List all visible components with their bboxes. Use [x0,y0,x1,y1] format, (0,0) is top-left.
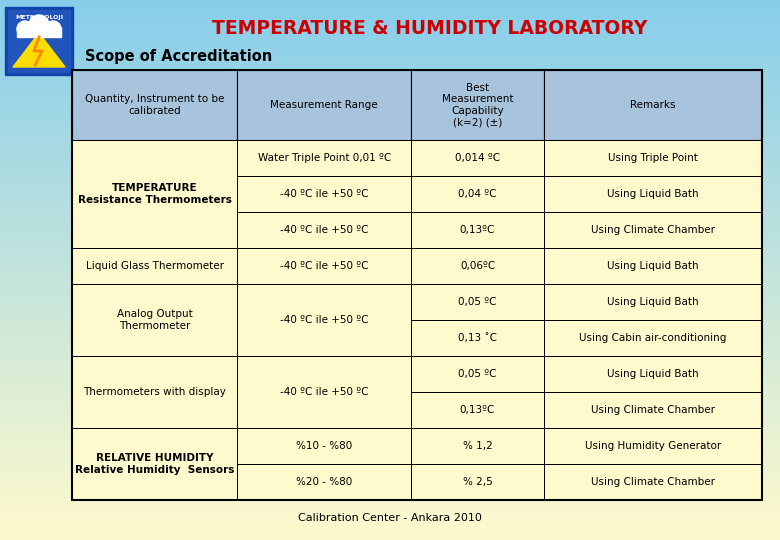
Bar [411,464,544,500]
Text: METEOROLOJI: METEOROLOJI [15,15,63,20]
Bar [237,248,411,284]
Bar [72,140,237,248]
Text: 0,04 ºC: 0,04 ºC [459,189,497,199]
Circle shape [45,21,61,37]
Text: -40 ºC ile +50 ºC: -40 ºC ile +50 ºC [280,261,368,271]
Bar [411,176,544,212]
Bar [237,428,411,464]
Bar [72,284,237,356]
Text: Using Humidity Generator: Using Humidity Generator [585,441,722,451]
Text: Using Triple Point: Using Triple Point [608,153,698,163]
Text: Thermometers with display: Thermometers with display [83,387,226,397]
Text: Remarks: Remarks [630,100,675,110]
Text: % 1,2: % 1,2 [463,441,492,451]
Bar [237,176,411,212]
Text: 0,05 ºC: 0,05 ºC [459,297,497,307]
Text: Scope of Accreditation: Scope of Accreditation [85,49,272,64]
Text: %10 - %80: %10 - %80 [296,441,353,451]
Bar [544,428,762,464]
Text: -40 ºC ile +50 ºC: -40 ºC ile +50 ºC [280,189,368,199]
Text: -40 ºC ile +50 ºC: -40 ºC ile +50 ºC [280,315,368,325]
Text: % 2,5: % 2,5 [463,477,492,487]
Text: Using Cabin air-conditioning: Using Cabin air-conditioning [580,333,727,343]
Text: TEMPERATURE & HUMIDITY LABORATORY: TEMPERATURE & HUMIDITY LABORATORY [212,18,647,37]
Bar [544,248,762,284]
Bar [411,320,544,356]
Text: Measurement Range: Measurement Range [271,100,378,110]
Text: RELATIVE HUMIDITY
Relative Humidity  Sensors: RELATIVE HUMIDITY Relative Humidity Sens… [75,453,235,475]
Bar [411,212,544,248]
Bar [544,212,762,248]
Text: 0,06ºC: 0,06ºC [460,261,495,271]
Text: Using Climate Chamber: Using Climate Chamber [591,225,715,235]
Text: Quantity, Instrument to be
calibrated: Quantity, Instrument to be calibrated [85,94,225,116]
Bar [237,284,411,356]
Bar [237,70,411,140]
Text: Using Liquid Bath: Using Liquid Bath [608,261,699,271]
Bar [411,428,544,464]
Bar [237,212,411,248]
Bar [544,176,762,212]
Text: Analog Output
Thermometer: Analog Output Thermometer [117,309,193,331]
Bar [411,70,544,140]
Bar [411,284,544,320]
Text: 0,13ºC: 0,13ºC [460,225,495,235]
Bar [411,140,544,176]
Text: TEMPERATURE
Resistance Thermometers: TEMPERATURE Resistance Thermometers [78,183,232,205]
Text: Water Triple Point 0,01 ºC: Water Triple Point 0,01 ºC [257,153,391,163]
Bar [72,428,237,500]
Bar [237,464,411,500]
Text: 0,13 ˚C: 0,13 ˚C [458,333,497,343]
Bar [544,284,762,320]
Text: Using Climate Chamber: Using Climate Chamber [591,405,715,415]
Text: 0,13ºC: 0,13ºC [460,405,495,415]
Polygon shape [13,33,65,67]
Bar [8,10,70,72]
Bar [237,356,411,428]
Bar [544,356,762,392]
Bar [411,392,544,428]
Bar [72,70,237,140]
Text: %20 - %80: %20 - %80 [296,477,353,487]
Text: Using Climate Chamber: Using Climate Chamber [591,477,715,487]
Text: Using Liquid Bath: Using Liquid Bath [608,369,699,379]
Bar [237,140,411,176]
Text: Liquid Glass Thermometer: Liquid Glass Thermometer [86,261,224,271]
Text: Calibration Center - Ankara 2010: Calibration Center - Ankara 2010 [298,513,482,523]
Bar [544,464,762,500]
Text: -40 ºC ile +50 ºC: -40 ºC ile +50 ºC [280,225,368,235]
Circle shape [29,15,49,35]
Text: 0,05 ºC: 0,05 ºC [459,369,497,379]
Text: 0,014 ºC: 0,014 ºC [455,153,500,163]
Bar [72,356,237,428]
Bar [544,392,762,428]
Text: Using Liquid Bath: Using Liquid Bath [608,297,699,307]
Text: -40 ºC ile +50 ºC: -40 ºC ile +50 ºC [280,387,368,397]
Bar [72,70,762,500]
Text: Using Liquid Bath: Using Liquid Bath [608,189,699,199]
Bar [411,248,544,284]
Bar [544,70,762,140]
Circle shape [17,21,33,37]
Bar [5,7,73,75]
Bar [544,140,762,176]
Bar [411,356,544,392]
Bar [72,248,237,284]
Bar [17,27,61,37]
Bar [544,320,762,356]
Text: Best
Measurement
Capability
(k=2) (±): Best Measurement Capability (k=2) (±) [441,83,513,127]
